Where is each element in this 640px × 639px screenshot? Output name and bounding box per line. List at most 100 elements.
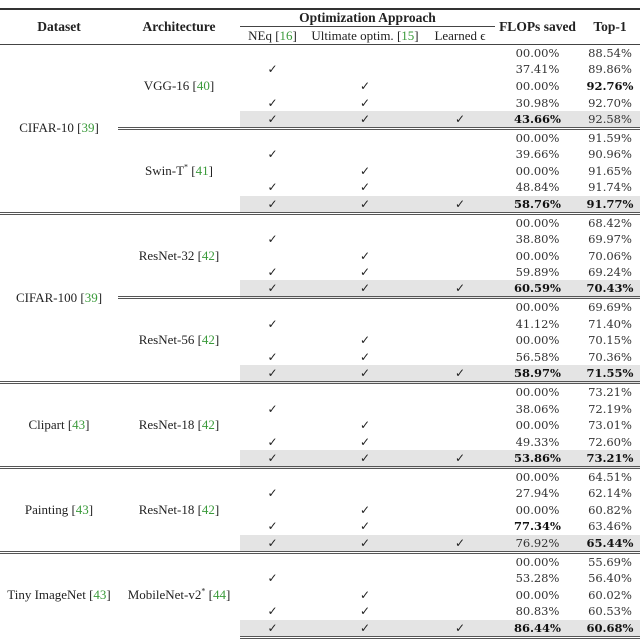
table-row: ✓ 41.12% 71.40%: [0, 315, 640, 332]
neq-check-cell: ✓: [240, 518, 305, 535]
table-row: ✓ 00.00% 91.65%: [0, 162, 640, 179]
checkmark-icon: ✓: [359, 265, 371, 280]
citation-link[interactable]: 42: [201, 332, 215, 348]
learned-check-cell: [425, 550, 496, 570]
table-row: ✓ ✓ ✓ 43.66% 92.58%: [0, 110, 640, 129]
checkmark-icon: ✓: [267, 95, 278, 110]
dataset-name: Clipart: [28, 417, 65, 433]
flops-saved-value: 00.00%: [515, 418, 560, 433]
flops-saved-value: 76.92%: [495, 534, 581, 553]
learned-check-cell: [425, 349, 495, 366]
top1-value: 91.74%: [588, 180, 632, 195]
citation-link[interactable]: 39: [84, 289, 98, 305]
citation-link[interactable]: 43: [93, 587, 107, 603]
learned-check-cell: [425, 179, 495, 196]
neq-check-cell: ✓: [240, 280, 305, 298]
top1-value: 60.53%: [588, 604, 632, 619]
citation-link[interactable]: 40: [196, 77, 210, 93]
ultimate-check-cell: ✓: [305, 619, 425, 639]
table-row: ✓ ✓ ✓ 60.59% 70.43%: [0, 280, 640, 298]
top1-value: 92.76%: [586, 78, 634, 93]
top1-value: 73.01%: [588, 418, 632, 433]
neq-check-cell: ✓: [240, 365, 305, 383]
citation-link[interactable]: 42: [201, 501, 215, 517]
flops-saved-value: 38.06%: [515, 401, 560, 416]
citation-link[interactable]: 42: [201, 417, 215, 433]
neq-check-cell: ✓: [240, 400, 305, 417]
table-row: ✓ 39.66% 90.96%: [0, 146, 640, 163]
header-ultimate-optim: Ultimate optim. [15]: [305, 26, 425, 45]
checkmark-icon: ✓: [267, 62, 278, 77]
checkmark-icon: ✓: [454, 535, 466, 550]
results-body: CIFAR-10 [39] VGG-16 [40] 00.00% 88.54% ✓ 37.…: [0, 45, 640, 639]
header-ultimate-label: Ultimate optim.: [311, 27, 394, 43]
flops-saved-value: 00.00%: [495, 126, 581, 146]
learned-check-cell: [425, 485, 495, 502]
learned-check-cell: [425, 247, 495, 264]
table-row: ✓ 38.06% 72.19%: [0, 400, 640, 417]
checkmark-icon: ✓: [359, 535, 371, 550]
flops-saved-value: 49.33%: [515, 434, 560, 449]
ultimate-check-cell: [305, 550, 425, 570]
architecture-name: ResNet-18: [138, 501, 195, 517]
flops-saved-value: 00.00%: [515, 333, 560, 348]
top1-value: 62.14%: [588, 486, 632, 501]
citation-link[interactable]: 44: [212, 587, 226, 603]
checkmark-icon: ✓: [267, 281, 278, 296]
checkmark-icon: ✓: [359, 349, 371, 364]
top1-value: 68.42%: [580, 211, 640, 231]
table-row: ✓ 37.41% 89.86%: [0, 61, 640, 78]
citation-link[interactable]: 16: [279, 27, 293, 43]
neq-check-cell: [240, 502, 305, 519]
ultimate-check-cell: ✓: [305, 179, 425, 196]
checkmark-icon: ✓: [359, 196, 371, 211]
checkmark-icon: ✓: [359, 78, 371, 93]
checkmark-icon: ✓: [454, 111, 466, 126]
checkmark-icon: ✓: [267, 604, 278, 619]
checkmark-icon: ✓: [267, 147, 278, 162]
neq-check-cell: [240, 586, 305, 603]
table-row: Painting [43] ResNet-18 [42] 00.00% 64.51%: [0, 466, 640, 553]
architecture-name: Swin-T: [145, 162, 185, 178]
checkmark-icon: ✓: [267, 486, 278, 501]
architecture-cell: ResNet-18 [42]: [118, 466, 240, 553]
learned-check-cell: ✓: [425, 534, 496, 553]
neq-check-cell: ✓: [240, 603, 305, 620]
checkmark-icon: ✓: [267, 401, 278, 416]
ultimate-check-cell: ✓: [305, 78, 425, 95]
top1-value: 91.59%: [580, 126, 640, 146]
learned-check-cell: ✓: [425, 280, 496, 298]
citation-link[interactable]: 43: [72, 417, 86, 433]
top1-value: 69.69%: [580, 296, 640, 316]
top1-value: 64.51%: [580, 466, 640, 485]
ultimate-check-cell: ✓: [305, 518, 425, 535]
citation-link[interactable]: 15: [401, 27, 415, 43]
ultimate-check-cell: ✓: [305, 280, 425, 298]
table-row: ✓ 00.00% 73.01%: [0, 417, 640, 434]
neq-check-cell: ✓: [240, 231, 305, 248]
ultimate-check-cell: [305, 315, 425, 332]
citation-link[interactable]: 43: [75, 501, 89, 517]
table-row: ✓ ✓ ✓ 58.76% 91.77%: [0, 195, 640, 214]
ultimate-check-cell: ✓: [305, 247, 425, 264]
learned-check-cell: ✓: [425, 195, 496, 214]
flops-saved-value: 58.97%: [495, 365, 581, 383]
flops-saved-value: 00.00%: [495, 296, 581, 316]
top1-value: 92.70%: [588, 95, 632, 110]
table-row: ✓ 53.28% 56.40%: [0, 570, 640, 587]
checkmark-icon: ✓: [267, 196, 278, 211]
citation-link[interactable]: 41: [195, 162, 209, 178]
learned-check-cell: [425, 231, 495, 248]
learned-check-cell: [425, 518, 495, 535]
neq-check-cell: ✓: [240, 433, 305, 450]
top1-value: 70.06%: [588, 248, 632, 263]
citation-link[interactable]: 39: [81, 120, 95, 136]
checkmark-icon: ✓: [359, 180, 371, 195]
table-row: ✓ 00.00% 70.15%: [0, 332, 640, 349]
checkmark-icon: ✓: [454, 281, 466, 296]
top1-value: 73.21%: [580, 450, 640, 468]
neq-check-cell: ✓: [240, 179, 305, 196]
citation-link[interactable]: 42: [201, 247, 215, 263]
learned-check-cell: [425, 94, 495, 111]
learned-check-cell: [425, 211, 496, 231]
